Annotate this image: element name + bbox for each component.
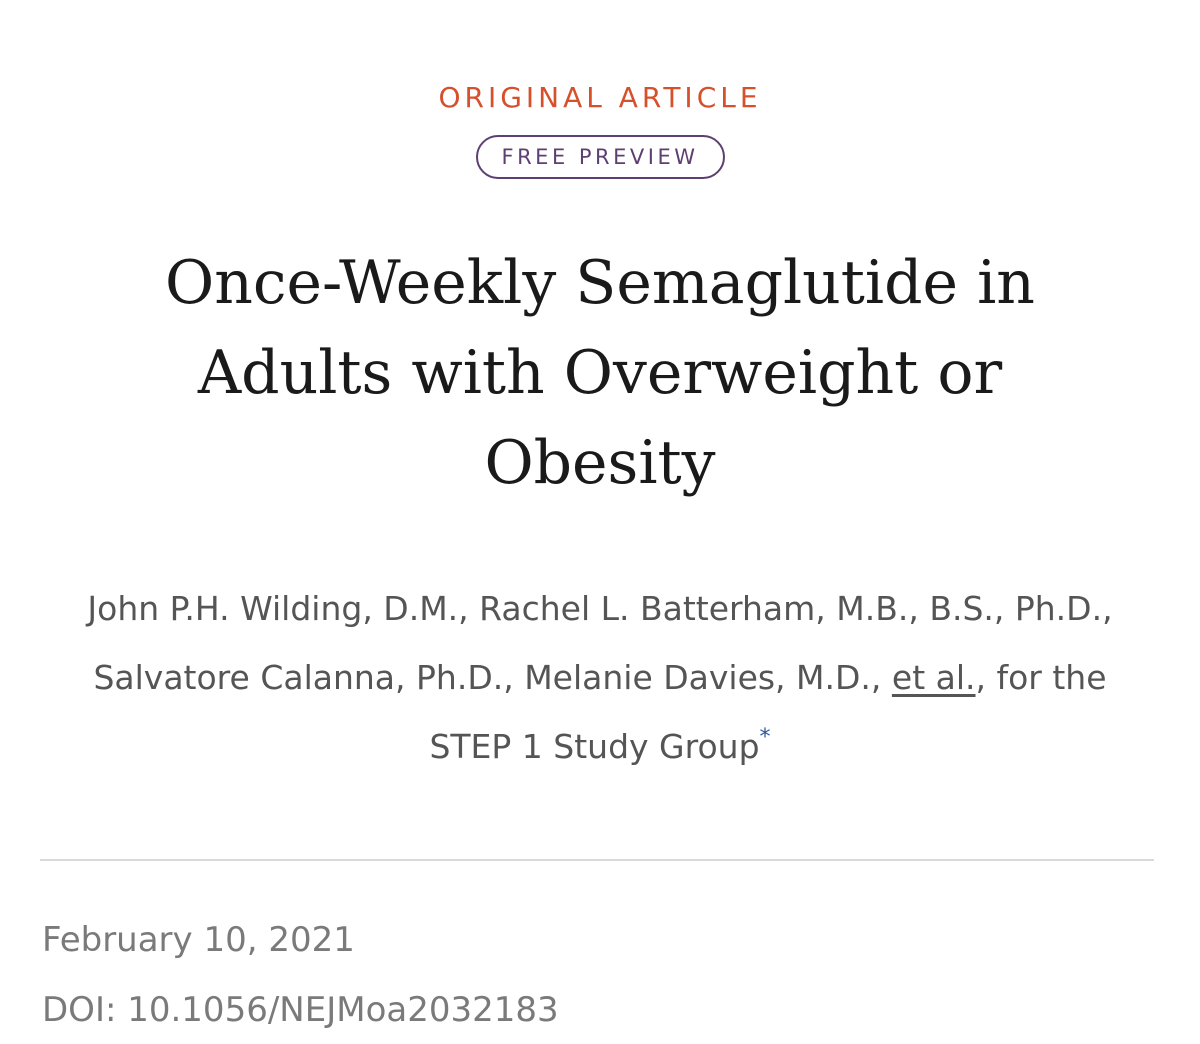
- article-type-label: ORIGINAL ARTICLE: [438, 81, 762, 114]
- footnote-asterisk[interactable]: *: [759, 725, 771, 750]
- authors-text: John P.H. Wilding, D.M., Rachel L. Batte…: [87, 589, 1113, 697]
- et-al-link[interactable]: et al.: [891, 658, 976, 697]
- study-group-text: , for the STEP 1 Study Group: [429, 658, 1107, 766]
- free-preview-badge: FREE PREVIEW: [475, 135, 725, 179]
- doi-reference: DOI: 10.1056/NEJMoa2032183: [42, 990, 559, 1030]
- author-list: John P.H. Wilding, D.M., Rachel L. Batte…: [70, 574, 1130, 781]
- badge-container: FREE PREVIEW: [0, 135, 1200, 179]
- article-title: Once-Weekly Semaglutide in Adults with O…: [165, 248, 1035, 498]
- publication-date: February 10, 2021: [42, 920, 355, 960]
- section-divider: [40, 859, 1154, 861]
